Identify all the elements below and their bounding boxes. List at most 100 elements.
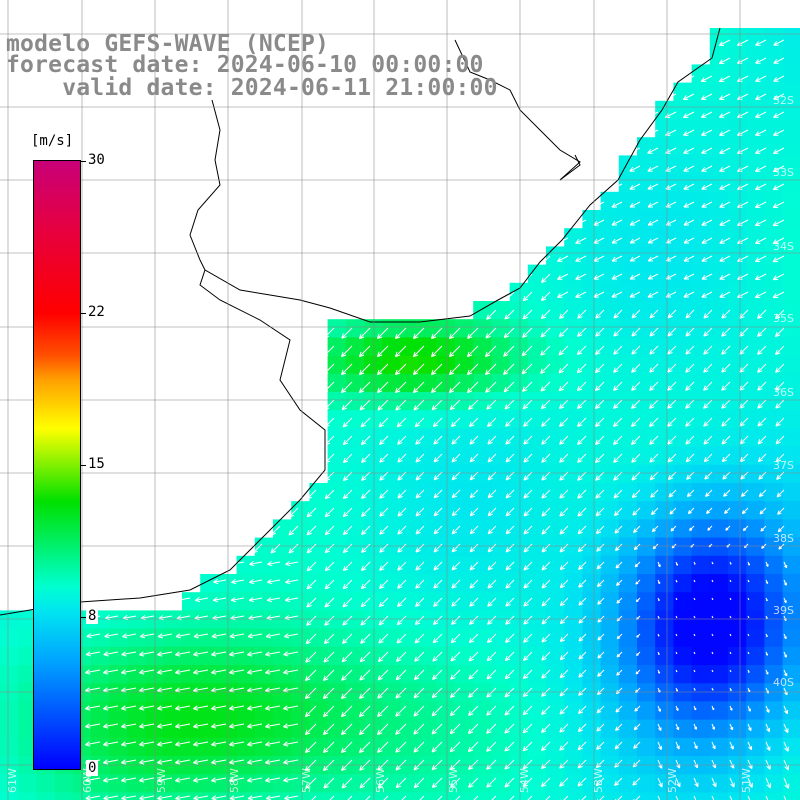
wind-arrow <box>487 435 497 445</box>
wind-speed-cell <box>400 392 420 411</box>
wind-arrow <box>383 795 389 800</box>
wind-speed-cell <box>418 519 438 539</box>
wind-arrow <box>213 578 227 585</box>
wind-arrow <box>614 741 623 750</box>
wind-arrow <box>469 579 479 589</box>
wind-arrow <box>675 777 681 788</box>
wind-arrow <box>377 669 389 681</box>
wind-speed-cell <box>691 792 711 800</box>
wind-speed-cell <box>455 464 474 484</box>
wind-speed-cell <box>746 756 765 775</box>
wind-arrow <box>193 777 209 783</box>
wind-speed-cell <box>600 392 620 411</box>
wind-arrow <box>433 525 443 535</box>
wind-speed-cell <box>473 628 492 648</box>
wind-arrow <box>559 759 569 769</box>
wind-speed-cell <box>637 774 656 793</box>
wind-arrow <box>701 201 713 208</box>
wind-speed-cell <box>527 483 547 502</box>
wind-speed-cell <box>327 464 347 484</box>
wind-speed-cell <box>0 792 19 800</box>
wind-arrow <box>322 741 335 754</box>
wind-arrow <box>719 237 731 244</box>
wind-arrow <box>560 795 569 800</box>
wind-arrow <box>306 579 317 590</box>
wind-arrow <box>675 795 679 800</box>
wind-speed-cell <box>782 337 800 357</box>
wind-arrow <box>175 723 191 729</box>
wind-arrow <box>413 723 425 735</box>
wind-arrow <box>759 507 767 515</box>
wind-speed-cell <box>728 64 747 84</box>
wind-speed-cell <box>618 737 638 757</box>
wind-speed-cell <box>382 337 401 357</box>
wind-speed-cell <box>436 555 456 575</box>
wind-arrow <box>288 525 299 536</box>
wind-arrow <box>557 273 569 280</box>
wind-speed-cell <box>91 646 110 666</box>
wind-speed-cell <box>436 483 456 502</box>
wind-arrow <box>636 651 641 656</box>
wind-speed-cell <box>436 574 456 593</box>
wind-arrow <box>469 615 479 625</box>
wind-speed-cell <box>691 464 711 484</box>
wind-arrow <box>433 561 443 571</box>
wind-arrow <box>613 435 623 445</box>
wind-speed-cell <box>782 537 800 557</box>
wind-speed-cell <box>728 191 747 211</box>
wind-arrow <box>657 741 662 750</box>
wind-arrow <box>711 597 714 601</box>
wind-speed-cell <box>491 756 511 775</box>
wind-arrow <box>175 741 191 747</box>
wind-speed-cell <box>655 628 674 648</box>
wind-speed-cell <box>18 701 37 721</box>
wind-arrow <box>324 309 335 320</box>
wind-arrow <box>487 525 497 535</box>
wind-speed-cell <box>564 683 583 702</box>
wind-speed-cell <box>91 683 110 702</box>
wind-speed-cell <box>400 683 420 702</box>
wind-speed-cell <box>746 592 765 611</box>
wind-arrow <box>249 578 263 585</box>
wind-speed-cell <box>291 701 310 721</box>
wind-speed-cell <box>418 665 438 684</box>
wind-arrow <box>103 723 119 729</box>
wind-speed-cell <box>618 191 638 211</box>
wind-arrow <box>613 453 623 463</box>
wind-speed-cell <box>509 464 529 484</box>
wind-speed-cell <box>655 719 674 739</box>
wind-arrow <box>376 381 389 394</box>
wind-arrow <box>775 363 785 373</box>
wind-speed-cell <box>782 191 800 211</box>
wind-arrow <box>376 327 389 340</box>
wind-arrow <box>685 327 695 337</box>
wind-arrow <box>632 507 641 516</box>
wind-speed-cell <box>309 537 329 557</box>
wind-speed-cell <box>527 646 547 666</box>
wind-speed-cell <box>746 774 765 793</box>
wind-arrow <box>595 507 605 517</box>
wind-arrow <box>559 597 569 607</box>
wind-speed-cell <box>618 464 638 484</box>
wind-speed-cell <box>546 282 565 302</box>
wind-speed-cell <box>564 574 583 593</box>
wind-arrow <box>468 687 479 698</box>
wind-arrow <box>649 381 659 391</box>
lat-label: 36S <box>773 386 794 399</box>
wind-speed-cell <box>637 228 656 247</box>
wind-speed-cell <box>491 701 511 721</box>
wind-arrow <box>775 417 785 427</box>
wind-speed-cell <box>327 501 347 520</box>
wind-speed-cell <box>782 628 800 648</box>
wind-speed-cell <box>746 64 765 84</box>
wind-speed-cell <box>546 646 565 666</box>
wind-arrow <box>703 309 713 319</box>
wind-arrow <box>395 399 407 411</box>
colorbar-tick-mark <box>80 465 86 466</box>
wind-speed-cell <box>691 282 711 302</box>
wind-arrow <box>729 633 732 637</box>
wind-speed-cells <box>0 28 800 800</box>
wind-arrow <box>613 327 623 337</box>
wind-speed-cell <box>728 355 747 375</box>
wind-speed-cell <box>764 355 784 375</box>
